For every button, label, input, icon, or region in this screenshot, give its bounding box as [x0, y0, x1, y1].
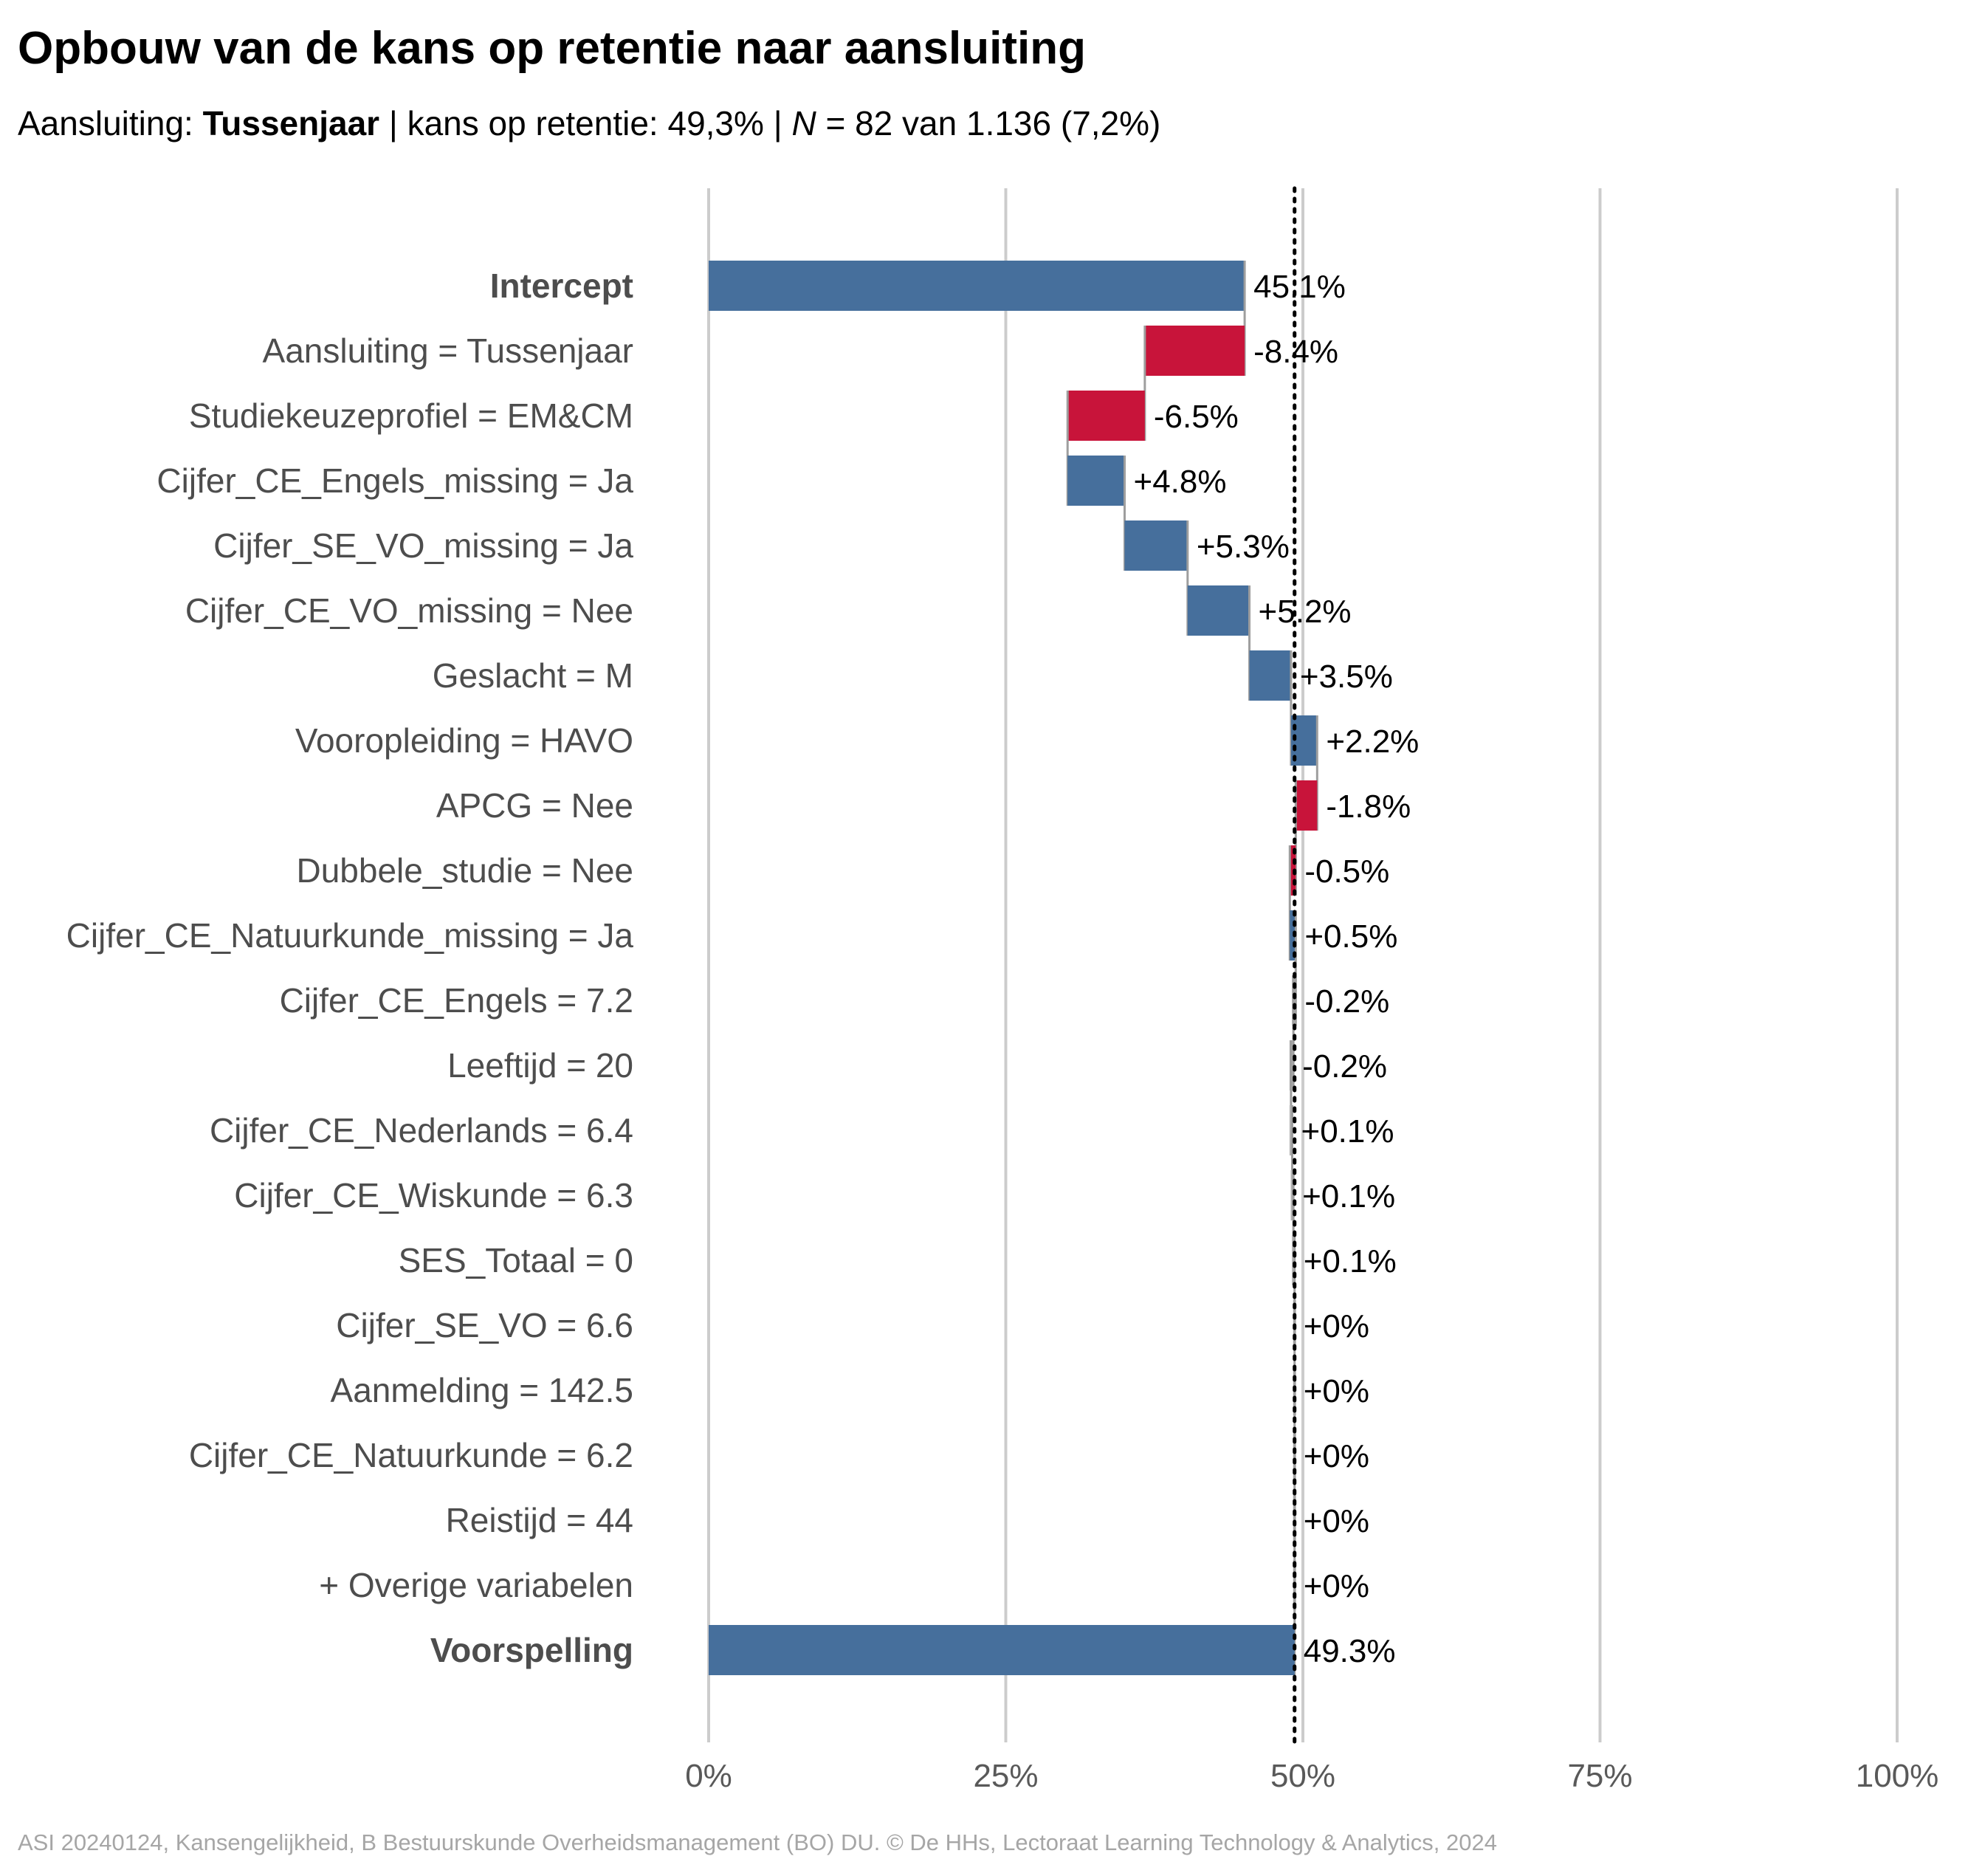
value-label: +3.5% — [1300, 659, 1393, 695]
subtitle-prefix: Aansluiting: — [18, 104, 203, 142]
value-label: 49.3% — [1304, 1633, 1396, 1669]
chart-caption: ASI 20240124, Kansengelijkheid, B Bestuu… — [18, 1829, 1497, 1855]
row-label: Studiekeuzeprofiel = EM&CM — [189, 396, 633, 435]
value-label: +0.1% — [1304, 1243, 1397, 1279]
waterfall-bar — [709, 1625, 1295, 1675]
value-label: -0.2% — [1302, 1048, 1387, 1085]
x-tick-label: 75% — [1567, 1758, 1632, 1794]
waterfall-bar — [1144, 326, 1245, 376]
row-label: Voorspelling — [430, 1631, 633, 1669]
value-label: +2.2% — [1326, 724, 1419, 760]
row-label: Leeftijd = 20 — [447, 1046, 633, 1085]
row-label: Aanmelding = 142.5 — [331, 1371, 633, 1409]
row-label: + Overige variabelen — [319, 1566, 633, 1604]
row-label: Cijfer_CE_Natuurkunde = 6.2 — [189, 1436, 633, 1474]
waterfall-bar — [1289, 1105, 1293, 1155]
value-label: -1.8% — [1326, 788, 1411, 825]
chart-title: Opbouw van de kans op retentie naar aans… — [18, 23, 1086, 74]
value-label: +0% — [1304, 1568, 1369, 1604]
value-label: +0% — [1304, 1373, 1369, 1409]
value-label: -6.5% — [1154, 399, 1239, 435]
waterfall-chart: 0% 25% 50% 75% 100% Intercept 45.1% Aansluiting… — [66, 186, 1939, 1794]
waterfall-bar — [1290, 1170, 1294, 1220]
subtitle-middle: | kans op retentie: 49,3% | — [379, 104, 792, 142]
waterfall-bar — [1187, 585, 1250, 636]
waterfall-bar — [1292, 1235, 1296, 1285]
waterfall-bar — [1249, 650, 1291, 701]
subtitle-group: Tussenjaar — [202, 104, 380, 142]
row-label: Intercept — [490, 267, 633, 305]
value-label: -0.2% — [1304, 983, 1389, 1020]
value-label: +4.8% — [1134, 464, 1227, 500]
row-label: Vooropleiding = HAVO — [295, 721, 633, 760]
row-label: SES_Totaal = 0 — [399, 1241, 633, 1279]
subtitle-suffix: = 82 van 1.136 (7,2%) — [816, 104, 1161, 142]
waterfall-bar — [1067, 391, 1145, 441]
row-label: Cijfer_SE_VO = 6.6 — [336, 1306, 633, 1344]
waterfall-bar — [1296, 780, 1318, 831]
waterfall-bar — [1067, 456, 1125, 506]
row-label: Geslacht = M — [433, 656, 633, 695]
value-label: +0% — [1304, 1503, 1369, 1539]
value-label: +5.3% — [1197, 529, 1290, 565]
value-label: -0.5% — [1304, 853, 1389, 890]
waterfall-bar — [1124, 520, 1188, 571]
value-label: +0.5% — [1304, 918, 1397, 955]
value-label: +0.1% — [1301, 1113, 1394, 1150]
row-label: Cijfer_CE_Engels_missing = Ja — [156, 461, 633, 500]
value-label: 45.1% — [1253, 269, 1346, 305]
row-label: Cijfer_CE_Nederlands = 6.4 — [210, 1111, 633, 1150]
row-label: Aansluiting = Tussenjaar — [263, 331, 633, 370]
row-label: Cijfer_CE_Wiskunde = 6.3 — [234, 1176, 633, 1214]
x-tick-label: 50% — [1270, 1758, 1335, 1794]
row-label: Cijfer_CE_Natuurkunde_missing = Ja — [66, 916, 634, 955]
x-tick-label: 100% — [1856, 1758, 1939, 1794]
value-label: +5.2% — [1259, 594, 1352, 630]
subtitle-n-symbol: N — [791, 104, 816, 142]
row-label: APCG = Nee — [436, 786, 633, 825]
row-label: Cijfer_SE_VO_missing = Ja — [213, 526, 633, 565]
row-label: Cijfer_CE_Engels = 7.2 — [280, 981, 633, 1020]
value-label: +0% — [1304, 1308, 1369, 1344]
value-label: +0% — [1304, 1438, 1369, 1474]
row-label: Dubbele_studie = Nee — [297, 851, 634, 890]
row-label: Reistijd = 44 — [446, 1501, 633, 1539]
row-label: Cijfer_CE_VO_missing = Nee — [185, 591, 633, 630]
chart-subtitle: Aansluiting: Tussenjaar | kans op retent… — [18, 103, 1160, 143]
x-tick-label: 25% — [973, 1758, 1038, 1794]
value-label: +0.1% — [1302, 1178, 1395, 1214]
waterfall-bar — [709, 261, 1245, 311]
x-tick-label: 0% — [685, 1758, 732, 1794]
